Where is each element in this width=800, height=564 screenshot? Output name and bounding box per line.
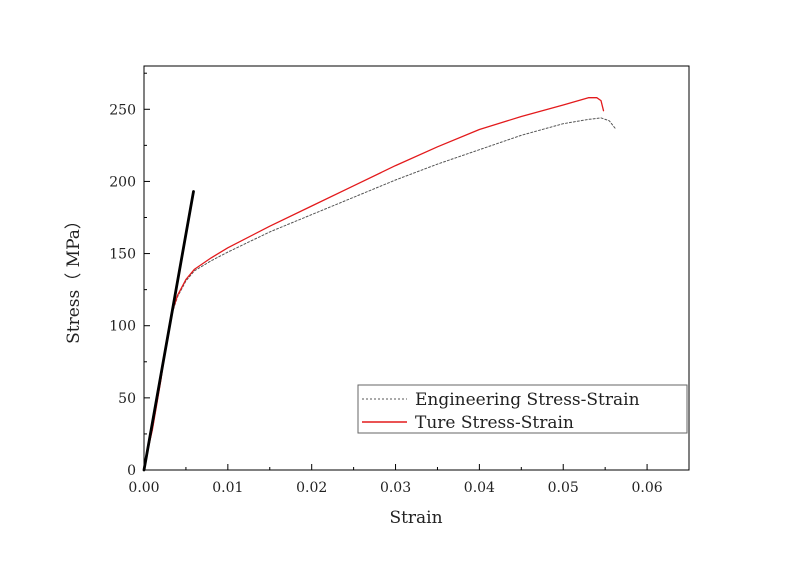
plot-frame xyxy=(143,65,690,471)
y-tick-label: 100 xyxy=(109,319,136,335)
legend-label-true: Ture Stress-Strain xyxy=(415,413,574,433)
chart-marks xyxy=(142,97,617,472)
y-tick-label: 0 xyxy=(127,463,136,479)
y-tick-label: 250 xyxy=(109,102,136,118)
x-tick-label: 0.02 xyxy=(296,480,327,496)
legend-box xyxy=(357,384,688,434)
elastic-fit-line xyxy=(142,190,195,472)
y-tick-label: 200 xyxy=(109,174,136,190)
x-tick-label: 0.01 xyxy=(212,480,243,496)
x-tick-label: 0.05 xyxy=(548,480,579,496)
y-tick-label: 50 xyxy=(118,391,136,407)
x-tick-label: 0.04 xyxy=(464,480,495,496)
y-axis-title: Stress（ MPa） xyxy=(64,212,84,344)
x-tick-label: 0.03 xyxy=(380,480,411,496)
axis-ticks: 0.00 0.01 0.02 0.03 0.04 0.05 0.06 0 50 100 150 200… xyxy=(109,72,663,496)
x-tick-label: 0.06 xyxy=(631,480,662,496)
y-tick-label: 150 xyxy=(109,247,136,263)
engineering-stress-strain-line xyxy=(143,117,617,471)
legend: Engineering Stress-Strain Ture Stress-St… xyxy=(357,384,688,434)
x-axis-title: Strain xyxy=(389,508,442,528)
legend-label-engineering: Engineering Stress-Strain xyxy=(415,390,640,410)
x-tick-label: 0.00 xyxy=(128,480,159,496)
